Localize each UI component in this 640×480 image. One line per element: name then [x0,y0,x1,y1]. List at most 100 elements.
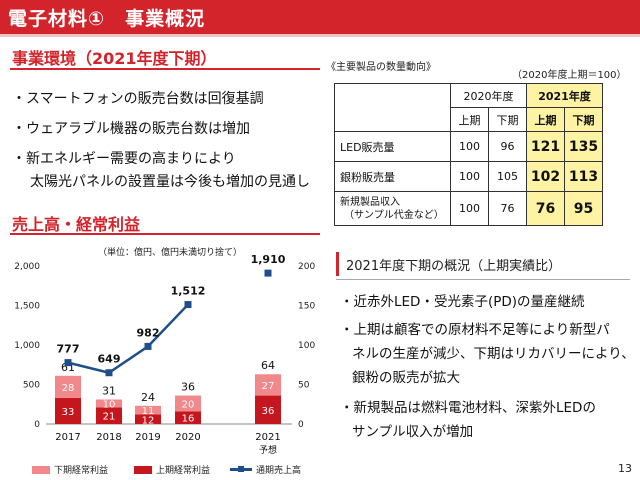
bar-value-label: 10 [103,399,116,410]
env-bullet: ・ウェアラブル機器の販売台数は増加 [12,121,250,137]
legend-swatch [32,465,50,474]
right-tick-label: 50 [298,381,310,391]
category-label: 2018 [96,432,121,443]
bar-lower-half-profit [135,405,161,415]
table-cell: 100 [450,131,489,162]
bar-lower-half-profit [55,375,81,398]
bar-value-label: 27 [262,381,275,392]
sales-point [105,369,113,377]
bar-upper-half-profit [55,397,81,424]
table-cell: 102 [526,161,565,192]
sales-profit-chart: 05001,0001,5002,000050100150200332861201… [14,253,315,456]
table-cell: 105 [488,161,527,192]
sales-point [144,342,152,350]
sales-value-label: 1,910 [251,253,286,266]
table-cell: 96 [488,131,527,162]
table-cell: 95 [564,191,603,226]
right-tick-label: 150 [298,302,315,312]
env-section-underline [10,68,320,70]
sales-value-label: 777 [57,343,80,356]
overview-bullet: 銀粉の販売が拡大 [352,370,460,386]
table-header: 上期 [450,107,489,132]
bar-upper-half-profit [255,395,281,424]
table-year-2020: 2020年度 [450,83,527,108]
legend-item: 上期経常利益 [134,463,210,476]
legend-swatch [134,465,152,474]
env-bullet: 太陽光パネルの設置量は今後も増加の見通し [30,174,310,190]
bar-upper-half-profit [96,407,122,424]
table-header: 上期 [526,107,565,132]
bar-lower-half-profit [175,395,201,412]
row-label-line: （サンプル代金など） [344,209,444,221]
table-cell: 113 [564,161,603,192]
category-label: 2019 [135,432,160,443]
chart-unit-note: （単位：億円、億円未満切り捨て） [98,248,243,258]
page-number: 13 [618,462,632,475]
table-cell: 121 [526,131,565,162]
bar-total-label: 24 [141,391,155,404]
table-cell: 76 [488,191,527,226]
category-label: 2021 [255,432,280,443]
table-cell: 100 [450,191,489,226]
table-caption: 《主要製品の数量動向》 [326,62,436,73]
bar-total-label: 64 [261,359,275,372]
legend-label: 上期経常利益 [156,466,211,476]
right-tick-label: 0 [298,420,304,430]
table-row-label: 銀粉販売量 [334,161,451,192]
legend-line [230,466,252,472]
header-bar [0,0,640,34]
header-underline [0,34,640,37]
left-tick-label: 1,000 [14,341,40,351]
table-year-2021: 2021年度 [526,83,603,108]
overview-bullet: ・新規製品は燃料電池材料、深紫外LEDの [340,400,596,416]
sales-section-title: 売上高・経常利益 [12,215,141,234]
bar-value-label: 20 [182,399,195,410]
overview-title: 2021年度下期の概況（上期実績比） [346,259,562,274]
overview-bullet: ・近赤外LED・受光素子(PD)の量産継続 [340,294,585,310]
category-label: 2020 [175,432,200,443]
left-tick-label: 500 [23,381,40,391]
sales-value-label: 1,512 [171,285,206,298]
bar-value-label: 21 [103,412,116,423]
bar-value-label: 11 [142,406,155,417]
legend-item: 通期売上高 [230,463,301,476]
bar-total-label: 36 [181,381,195,394]
sales-line [67,303,189,375]
table-unit: （2020年度上期＝100） [512,70,627,81]
table-row-label: LED販売量 [334,131,451,162]
left-tick-label: 2,000 [14,262,40,272]
sales-point [64,359,72,367]
bar-value-label: 36 [262,406,275,417]
row-label-line: 新規製品収入 [340,196,400,208]
sales-value-label: 649 [98,353,121,366]
bar-value-label: 16 [182,414,195,425]
left-tick-label: 0 [34,420,40,430]
table-row-label: 新規製品収入 （サンプル代金など） [334,191,451,226]
bar-upper-half-profit [135,414,161,424]
category-label: 2017 [55,432,80,443]
overview-bullet: ネルの生産が減少、下期はリカバリーにより、 [352,346,635,362]
bar-value-label: 33 [62,407,75,418]
overview-divider [336,279,630,280]
category-sublabel: 予想 [259,444,277,456]
left-tick-label: 1,500 [14,302,40,312]
table-corner [334,83,451,132]
page-title: 電子材料① 事業概況 [8,8,206,30]
bar-value-label: 28 [62,383,75,394]
bar-lower-half-profit [96,399,122,408]
legend-label: 通期売上高 [256,466,302,476]
overview-accent [336,252,339,276]
env-bullet: ・新エネルギー需要の高まりにより [12,151,236,167]
legend-label: 下期経常利益 [54,466,109,476]
bar-total-label: 31 [102,385,116,398]
table-header: 下期 [488,107,527,132]
overview-bullet: サンプル収入が増加 [352,424,474,440]
sales-section-underline [10,233,320,235]
sales-point [184,301,192,309]
table-cell: 135 [564,131,603,162]
bar-lower-half-profit [255,374,281,396]
legend-item: 下期経常利益 [32,463,108,476]
env-section-title: 事業環境（2021年度下期） [12,49,217,68]
right-tick-label: 200 [298,262,315,272]
bar-value-label: 12 [142,415,155,426]
